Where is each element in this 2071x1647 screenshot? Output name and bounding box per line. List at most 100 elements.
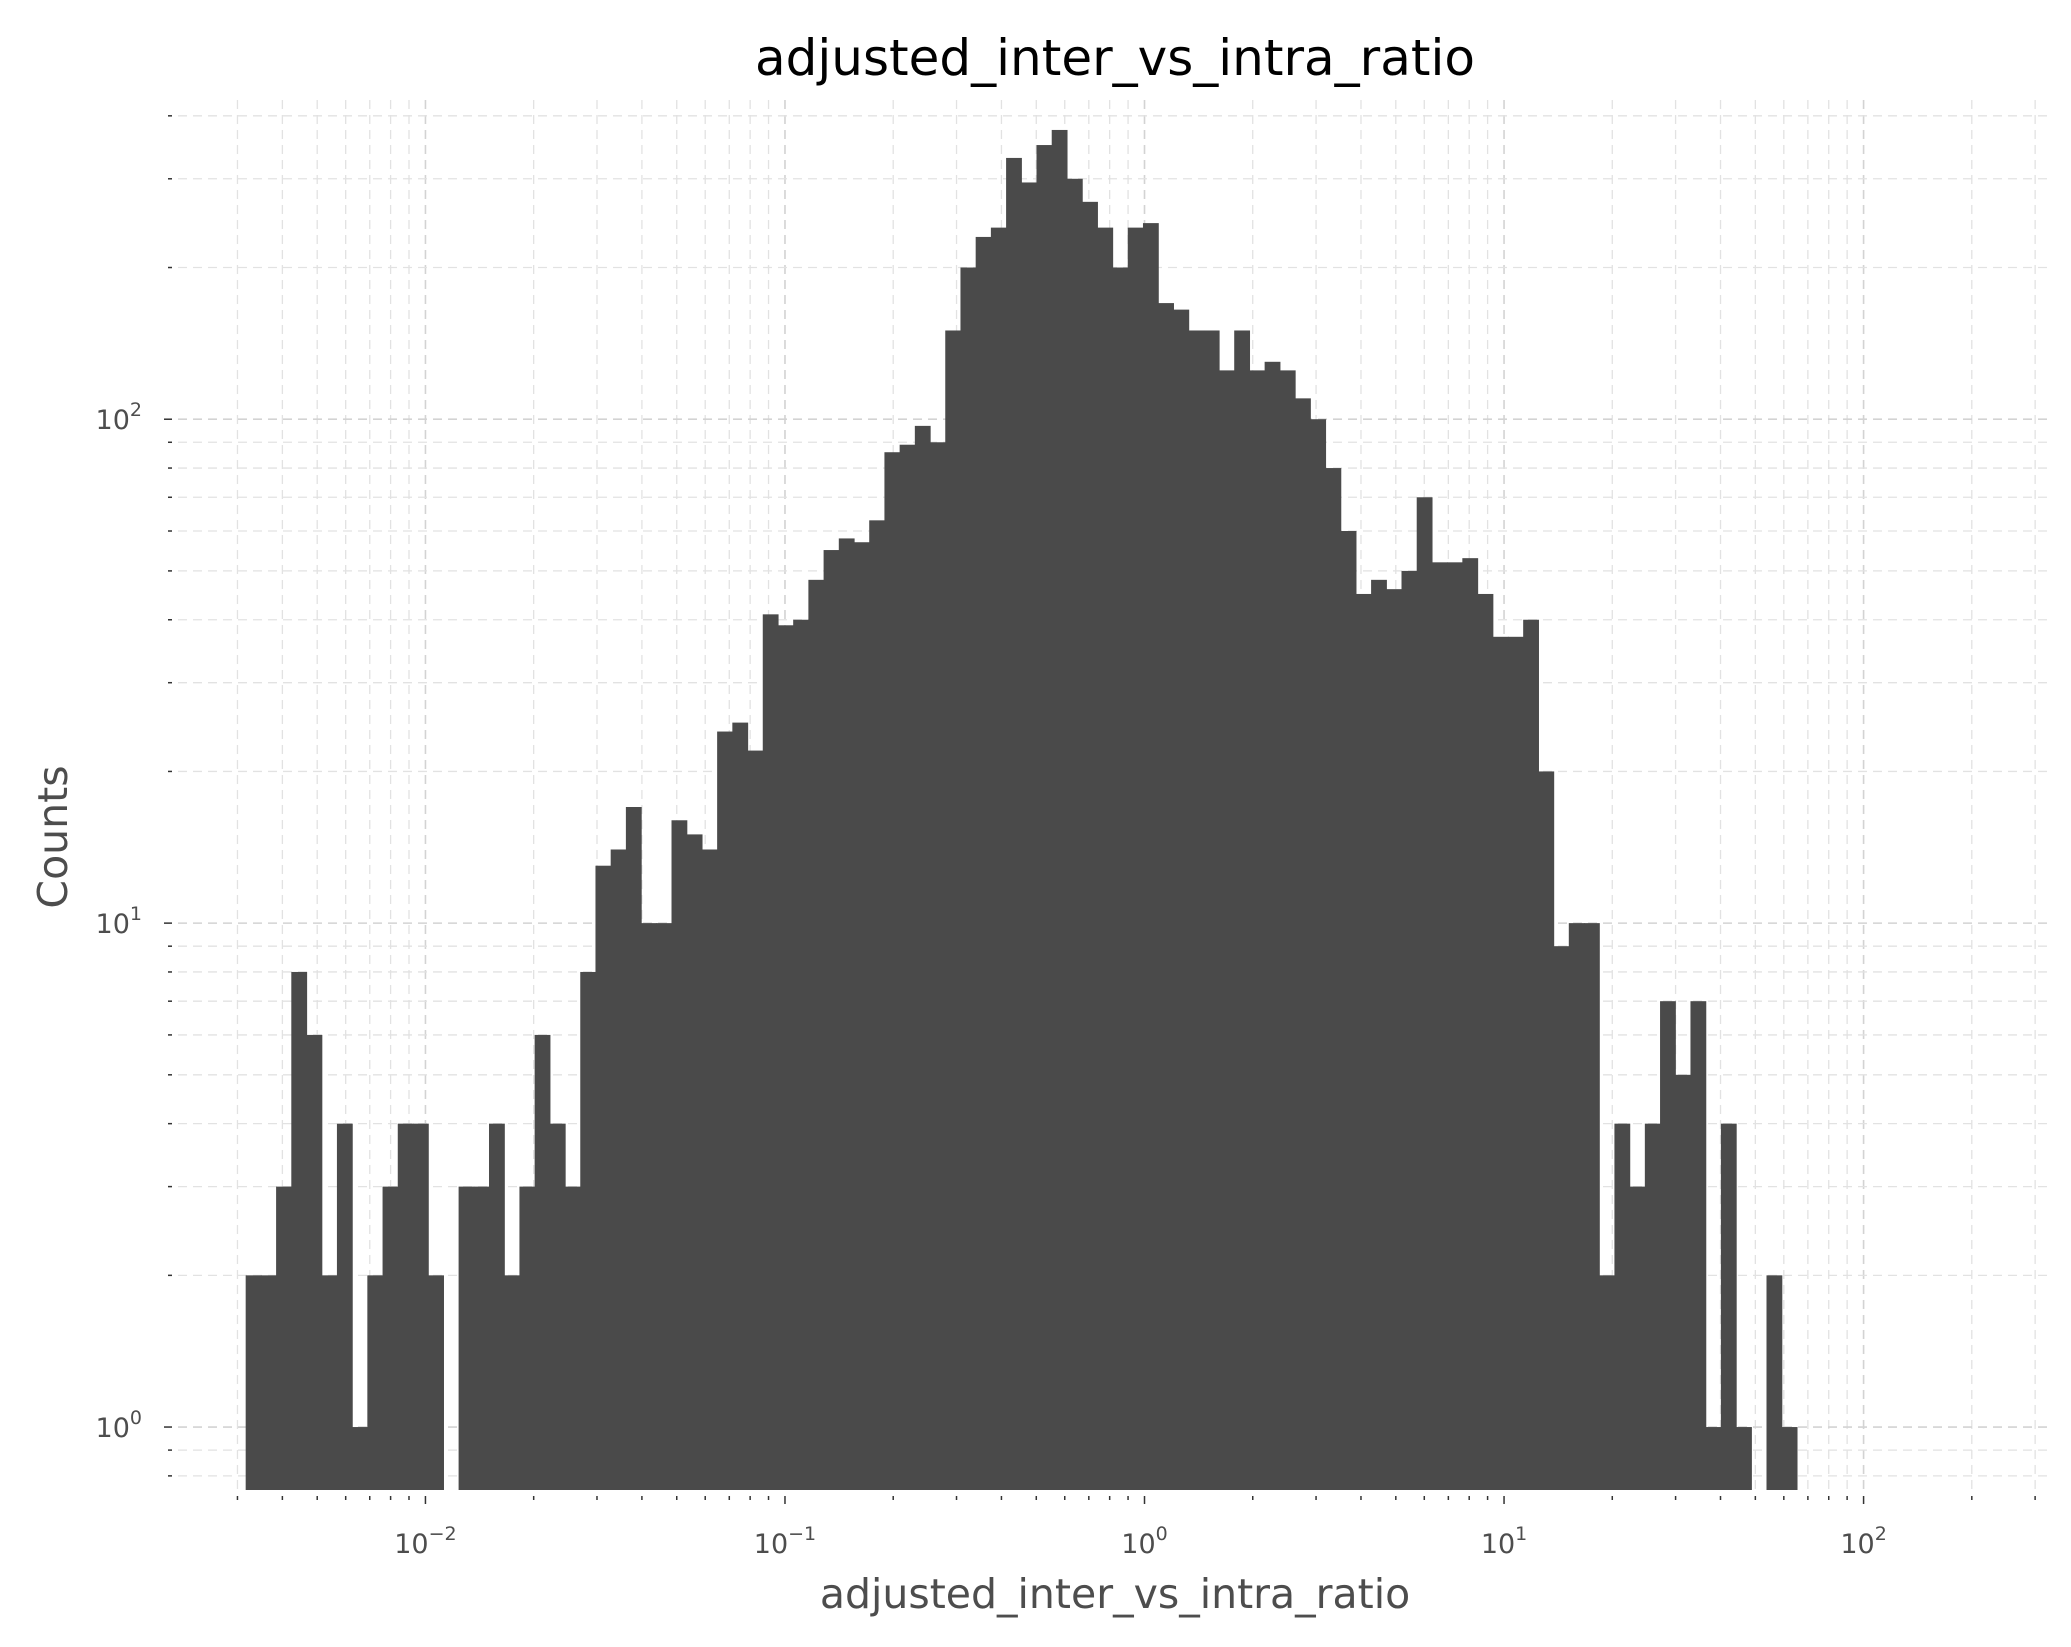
histogram-bar: [1142, 223, 1159, 1490]
histogram-bar: [1386, 589, 1403, 1490]
histogram-bar: [1431, 562, 1448, 1490]
histogram-bar: [595, 865, 612, 1490]
histogram-bar: [1279, 370, 1296, 1491]
histogram-bar: [671, 820, 688, 1490]
histogram-bar: [1021, 182, 1038, 1490]
histogram-bar: [1675, 1074, 1692, 1490]
histogram-bar: [336, 1123, 353, 1490]
histogram-bar: [1584, 923, 1600, 1490]
histogram-bar: [793, 619, 809, 1490]
histogram-bar: [1416, 497, 1433, 1490]
histogram-bar: [1492, 636, 1509, 1490]
histogram-bar: [717, 731, 733, 1490]
histogram-bar: [1249, 370, 1266, 1491]
y-axis-label: Counts: [29, 765, 77, 908]
histogram-bar: [610, 849, 627, 1490]
histogram-bar: [1112, 267, 1129, 1490]
x-tick-label: 10−1: [754, 1523, 816, 1560]
histogram-bar: [473, 1186, 490, 1490]
histogram-bar: [1264, 361, 1281, 1491]
histogram-bar: [565, 1186, 581, 1490]
histogram-bar: [762, 614, 779, 1490]
histogram-bar: [1325, 468, 1342, 1490]
histogram-bar: [1447, 562, 1463, 1490]
histogram-bar: [1158, 303, 1174, 1491]
histogram-bar: [428, 1275, 444, 1490]
histogram-bar: [1234, 330, 1251, 1490]
histogram-bar: [1690, 1001, 1707, 1490]
histogram-bar: [732, 722, 749, 1490]
histogram-bar: [869, 520, 886, 1490]
histogram-bar: [260, 1275, 277, 1490]
histogram-bar: [1173, 309, 1190, 1491]
y-tick-label: 100: [96, 1407, 142, 1444]
x-tick-label: 101: [1481, 1523, 1527, 1560]
ticks-layer: 10−2 10−1 100 101 102 100 101 102: [96, 115, 2036, 1560]
histogram-bar: [1644, 1123, 1661, 1490]
histogram-bar: [686, 834, 703, 1490]
histogram-bar: [930, 442, 946, 1490]
histogram-bar: [1127, 227, 1144, 1490]
histogram-bar: [1036, 145, 1053, 1490]
histogram-bar: [580, 971, 597, 1490]
histogram-bar: [534, 1034, 551, 1490]
histogram-bar: [945, 330, 962, 1490]
y-tick-label: 101: [96, 903, 142, 940]
histogram-bar: [808, 579, 825, 1490]
histogram-bar: [1720, 1123, 1737, 1490]
histogram-bar: [458, 1186, 475, 1490]
histogram-bar: [1781, 1427, 1798, 1490]
histogram-bar: [519, 1186, 536, 1490]
histogram-bar: [291, 971, 308, 1490]
histogram-bar: [489, 1123, 505, 1490]
histogram-bar: [245, 1275, 262, 1490]
histogram-bar: [1006, 157, 1022, 1490]
histogram-bar: [960, 267, 977, 1490]
histogram-bar: [1599, 1275, 1616, 1490]
histogram-bar: [1082, 201, 1098, 1490]
histogram-bar: [1660, 1001, 1676, 1490]
histogram-bar: [1523, 619, 1539, 1490]
histogram-bar: [823, 550, 840, 1490]
histogram-bar: [352, 1427, 368, 1490]
histogram-bar: [367, 1275, 384, 1490]
histogram-bar: [1736, 1427, 1752, 1490]
histogram-bar: [1051, 129, 1068, 1491]
histogram-bar: [854, 542, 870, 1490]
histogram-bar: [1066, 178, 1083, 1491]
x-tick-label: 10−2: [394, 1523, 456, 1560]
x-tick-label: 102: [1840, 1523, 1886, 1560]
histogram-bar: [1371, 579, 1387, 1490]
chart-title: adjusted_inter_vs_intra_ratio: [755, 29, 1475, 87]
histogram-bar: [549, 1123, 566, 1490]
histogram-bar: [1295, 398, 1311, 1491]
histogram-bar: [1310, 419, 1327, 1490]
histogram-bar: [1401, 570, 1418, 1490]
histogram-bar: [397, 1123, 414, 1490]
histogram-bar: [1340, 531, 1357, 1490]
histogram-bar: [412, 1123, 429, 1490]
histogram-bar: [990, 227, 1007, 1490]
histogram-bar: [701, 849, 718, 1490]
histogram-bar: [1705, 1427, 1722, 1490]
histogram-bar: [914, 425, 931, 1490]
histogram-bar: [975, 236, 992, 1491]
histogram-bar: [1538, 771, 1555, 1490]
histogram-bar: [899, 444, 916, 1491]
histogram-bar: [1188, 330, 1205, 1490]
histogram-bar: [747, 750, 764, 1490]
histogram-bar: [777, 625, 794, 1490]
histogram-bar: [641, 923, 657, 1490]
bars-layer: [245, 129, 1798, 1491]
histogram-bar: [382, 1186, 399, 1490]
histogram-bar: [656, 923, 673, 1490]
histogram-bar: [1355, 593, 1372, 1490]
histogram-bar: [276, 1186, 292, 1490]
histogram-bar: [1766, 1275, 1783, 1490]
x-tick-label: 100: [1121, 1523, 1167, 1560]
histogram-bar: [884, 452, 901, 1491]
histogram-bar: [625, 807, 642, 1490]
histogram-bar: [1097, 227, 1114, 1490]
histogram-bar: [1568, 923, 1585, 1490]
